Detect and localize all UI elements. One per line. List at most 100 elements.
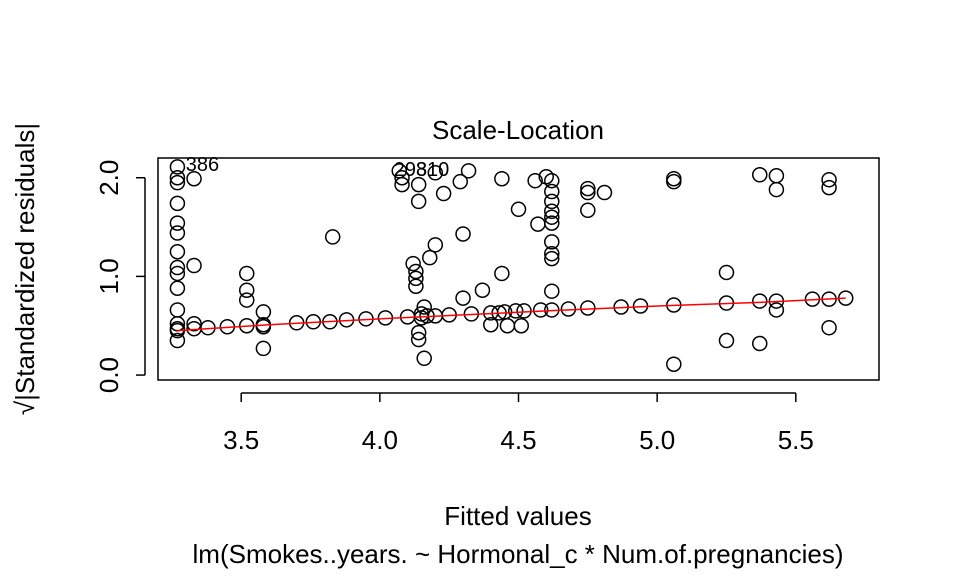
data-point (416, 299, 432, 315)
data-point (410, 176, 427, 193)
point-label: 298 (394, 159, 427, 181)
data-point (460, 163, 477, 179)
data-point (768, 302, 785, 318)
data-point (416, 350, 432, 367)
data-point (580, 202, 596, 219)
data-point (394, 176, 410, 193)
smooth-line-group (177, 297, 846, 332)
data-point (186, 316, 202, 332)
data-point (544, 234, 560, 250)
data-point (169, 332, 186, 349)
data-point (408, 278, 424, 295)
x-tick-label: 5.0 (639, 425, 675, 455)
data-point (169, 316, 186, 332)
data-points (169, 159, 854, 372)
data-point (494, 265, 510, 282)
data-point (527, 172, 543, 189)
data-point (186, 170, 202, 187)
data-point (169, 174, 186, 191)
data-point (169, 302, 186, 318)
data-point (768, 168, 785, 184)
data-point (513, 317, 530, 334)
data-point (427, 165, 444, 181)
data-point (494, 170, 510, 187)
smooth-line (177, 297, 846, 332)
data-point (410, 331, 427, 348)
data-point (405, 255, 421, 272)
data-point (455, 290, 471, 306)
data-point (510, 201, 527, 218)
data-point (544, 193, 560, 210)
data-point (435, 185, 452, 202)
data-point (596, 184, 613, 201)
data-point (238, 265, 255, 282)
data-point (169, 243, 186, 260)
chart-title: Scale-Location (432, 115, 604, 145)
data-point (410, 193, 427, 210)
y-tick-label: 2.0 (94, 160, 124, 196)
data-point (544, 245, 560, 262)
data-point (422, 249, 438, 266)
data-point (394, 169, 410, 186)
y-tick-label: 0.0 (94, 357, 124, 393)
data-point (186, 257, 202, 274)
data-point (499, 317, 516, 334)
data-point (455, 226, 471, 242)
y-axis: 0.0 1.0 2.0 (94, 160, 146, 393)
data-point (255, 340, 272, 357)
data-point (255, 318, 272, 335)
x-tick-label: 4.5 (500, 425, 536, 455)
data-point (560, 301, 577, 317)
data-point (752, 293, 768, 309)
x-tick-label: 5.5 (778, 425, 814, 455)
plot-frame (157, 157, 880, 381)
x-axis-label: Fitted values (444, 501, 591, 531)
data-point (666, 170, 682, 187)
data-point (580, 180, 596, 197)
data-point (427, 237, 444, 253)
x-tick-label: 3.5 (223, 425, 259, 455)
data-point (255, 304, 272, 320)
data-point (169, 265, 186, 282)
data-point (544, 215, 560, 231)
data-point (410, 324, 427, 341)
data-point (752, 335, 768, 352)
data-point (474, 282, 491, 298)
data-point (408, 270, 424, 287)
data-point (821, 319, 837, 336)
x-tick-label: 4.0 (362, 425, 398, 455)
data-point (452, 173, 469, 190)
data-point (169, 195, 186, 212)
point-label: 310 (416, 159, 449, 181)
data-point (544, 283, 560, 299)
y-axis-label: √|Standardized residuals| (10, 123, 40, 415)
data-point (507, 303, 524, 319)
data-point (718, 264, 735, 281)
data-point (324, 229, 341, 245)
data-point (169, 169, 186, 186)
data-point (666, 173, 682, 190)
data-point (169, 215, 186, 231)
data-point (238, 292, 255, 308)
data-point (169, 280, 186, 296)
data-point (169, 225, 186, 241)
data-point (544, 209, 560, 225)
data-point (544, 172, 560, 189)
data-point (544, 203, 560, 220)
data-point (544, 183, 560, 200)
data-point (821, 179, 837, 196)
data-point (580, 184, 596, 201)
data-point (238, 282, 255, 298)
data-point (516, 303, 532, 319)
data-point (666, 356, 682, 372)
data-point (580, 300, 596, 316)
data-point (718, 332, 735, 349)
chart-subtitle: lm(Smokes..years. ~ Hormonal_c * Num.of.… (193, 539, 844, 569)
data-point (768, 181, 785, 198)
y-tick-label: 1.0 (94, 258, 124, 294)
data-point (752, 167, 768, 183)
data-point (169, 259, 186, 276)
point-label: 386 (186, 154, 219, 176)
